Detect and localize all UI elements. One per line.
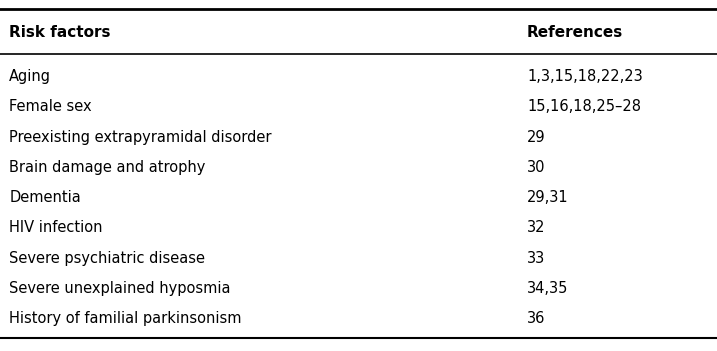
Text: 1,3,15,18,22,23: 1,3,15,18,22,23 [527, 69, 642, 84]
Text: Severe unexplained hyposmia: Severe unexplained hyposmia [9, 281, 231, 296]
Text: Severe psychiatric disease: Severe psychiatric disease [9, 251, 205, 266]
Text: 15,16,18,25–28: 15,16,18,25–28 [527, 99, 641, 114]
Text: Preexisting extrapyramidal disorder: Preexisting extrapyramidal disorder [9, 130, 272, 145]
Text: 33: 33 [527, 251, 545, 266]
Text: Dementia: Dementia [9, 190, 81, 205]
Text: Brain damage and atrophy: Brain damage and atrophy [9, 160, 206, 175]
Text: Aging: Aging [9, 69, 52, 84]
Text: 34,35: 34,35 [527, 281, 569, 296]
Text: HIV infection: HIV infection [9, 220, 103, 235]
Text: References: References [527, 26, 623, 40]
Text: History of familial parkinsonism: History of familial parkinsonism [9, 311, 242, 326]
Text: 29,31: 29,31 [527, 190, 569, 205]
Text: 29: 29 [527, 130, 546, 145]
Text: 30: 30 [527, 160, 546, 175]
Text: 36: 36 [527, 311, 546, 326]
Text: Risk factors: Risk factors [9, 26, 111, 40]
Text: 32: 32 [527, 220, 546, 235]
Text: Female sex: Female sex [9, 99, 92, 114]
